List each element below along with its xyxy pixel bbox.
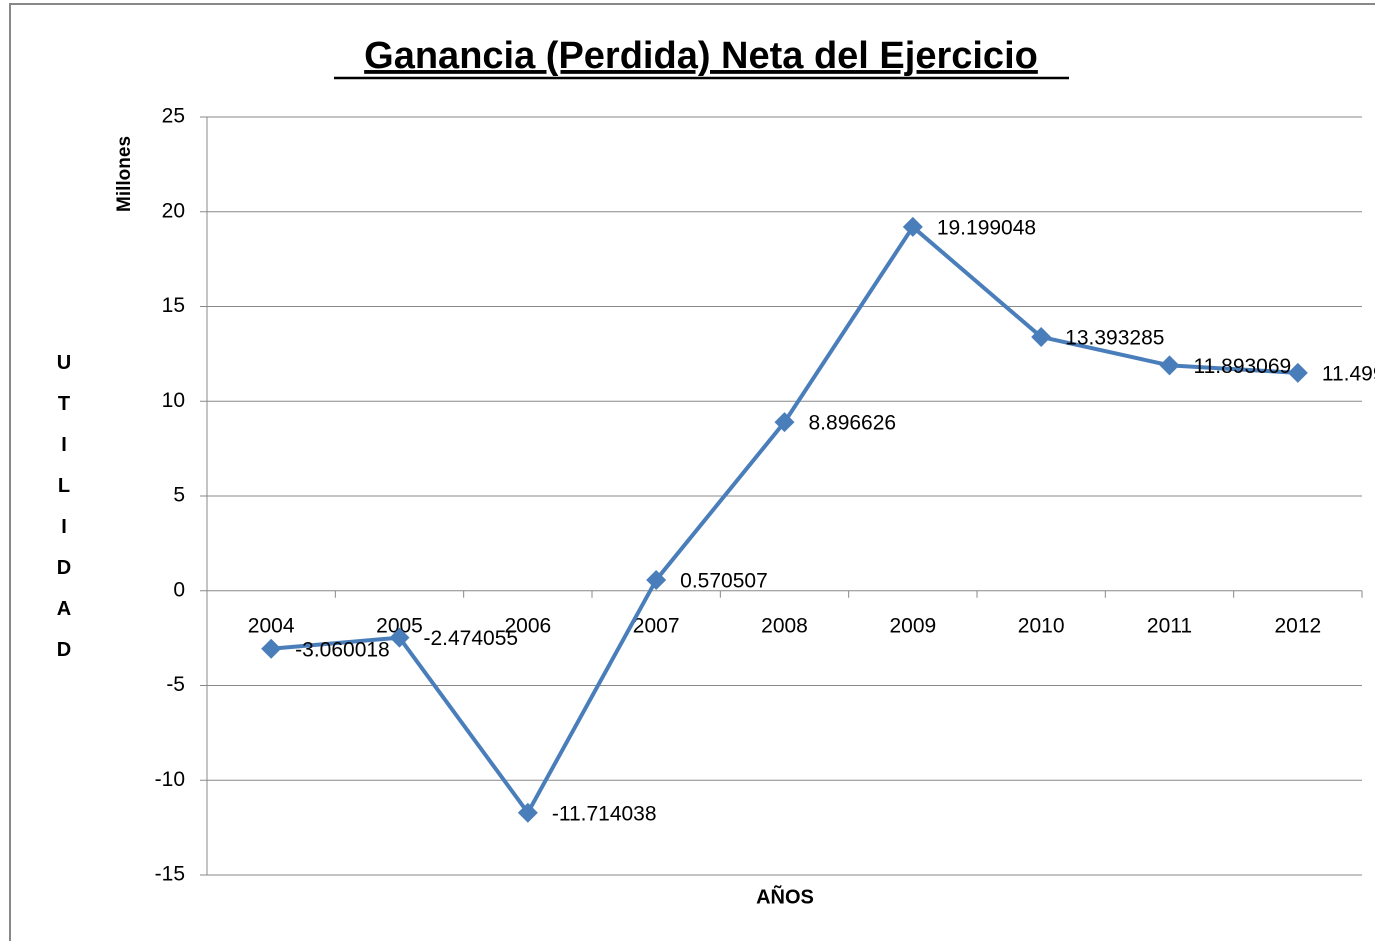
data-label: 11.893069 bbox=[1194, 355, 1292, 378]
x-tick-label: 2008 bbox=[761, 614, 808, 637]
data-label: -3.060018 bbox=[295, 638, 390, 661]
data-label: 8.896626 bbox=[809, 412, 897, 435]
data-label: -2.474055 bbox=[424, 627, 519, 650]
data-marker bbox=[1031, 326, 1052, 347]
x-tick-label: 2004 bbox=[248, 614, 295, 637]
data-marker bbox=[646, 569, 667, 590]
x-tick-label: 2012 bbox=[1274, 614, 1321, 637]
y-unit-label: Millones bbox=[114, 136, 135, 212]
chart-frame bbox=[9, 3, 1375, 941]
data-label: 11.49908 bbox=[1322, 362, 1375, 385]
data-marker bbox=[261, 638, 282, 659]
y-tick-label: -5 bbox=[166, 673, 185, 696]
data-label: 19.199048 bbox=[937, 216, 1036, 239]
x-axis-title: AÑOS bbox=[756, 885, 814, 908]
data-label: 13.393285 bbox=[1065, 326, 1164, 349]
data-label: -11.714038 bbox=[552, 802, 657, 825]
y-tick-label: -10 bbox=[155, 768, 185, 791]
y-axis-title: UTILIDAD bbox=[53, 352, 75, 680]
data-marker bbox=[774, 412, 795, 433]
data-marker bbox=[389, 627, 410, 648]
y-tick-label: -15 bbox=[155, 863, 185, 886]
x-tick-label: 2007 bbox=[633, 614, 680, 637]
y-tick-label: 15 bbox=[162, 294, 185, 317]
x-tick-label: 2005 bbox=[376, 614, 423, 637]
x-tick-label: 2006 bbox=[504, 614, 551, 637]
data-marker bbox=[517, 802, 538, 823]
y-tick-label: 0 bbox=[173, 578, 185, 601]
data-marker bbox=[902, 216, 923, 237]
x-tick-label: 2011 bbox=[1147, 614, 1192, 637]
data-label: 0.570507 bbox=[680, 569, 768, 592]
y-tick-label: 20 bbox=[162, 199, 185, 222]
y-tick-label: 10 bbox=[162, 389, 185, 412]
data-marker bbox=[1159, 355, 1180, 376]
y-tick-label: 25 bbox=[162, 105, 185, 128]
data-marker bbox=[1287, 362, 1308, 383]
x-tick-label: 2009 bbox=[889, 614, 936, 637]
x-tick-label: 2010 bbox=[1018, 614, 1065, 637]
y-tick-label: 5 bbox=[173, 484, 185, 507]
chart-title: Ganancia (Perdida) Neta del Ejercicio bbox=[364, 35, 1038, 77]
